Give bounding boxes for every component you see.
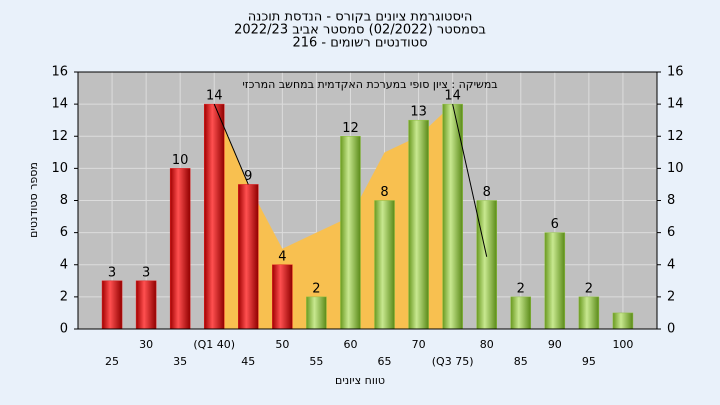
x-tick-label: 90 xyxy=(548,338,562,351)
x-tick-label: (Q1 40) xyxy=(193,338,235,351)
y2-tick-label: 4 xyxy=(667,257,675,272)
value-label: 13 xyxy=(410,105,427,120)
y2-tick-label: 14 xyxy=(667,97,684,112)
value-label: 8 xyxy=(380,185,388,200)
chart-subtitle: בסמסטר (02/2022) סמסטר אביב 2022/23 xyxy=(234,23,486,38)
y2-tick-label: 0 xyxy=(667,322,675,337)
y-tick-label: 2 xyxy=(60,289,68,304)
value-label: 14 xyxy=(206,89,223,104)
value-label: 2 xyxy=(312,281,320,296)
y2-tick-label: 16 xyxy=(667,65,684,80)
bar xyxy=(238,184,259,330)
x-tick-label: 50 xyxy=(275,338,289,351)
y2-tick-label: 2 xyxy=(667,289,675,304)
x-tick-label: 100 xyxy=(612,338,633,351)
x-tick-label: 45 xyxy=(241,355,255,368)
y-axis-label: מספר סטודנטים xyxy=(27,162,40,238)
x-tick-label: 80 xyxy=(480,338,494,351)
chart-title: היסטוגרמת ציונים בקורס - הנדסת תוכנה xyxy=(248,10,473,25)
value-label: 9 xyxy=(244,169,252,184)
x-tick-label: 60 xyxy=(343,338,357,351)
value-label: 6 xyxy=(551,217,559,232)
bar xyxy=(169,168,191,330)
x-tick-label: 25 xyxy=(105,355,119,368)
bar xyxy=(612,312,634,330)
value-label: 10 xyxy=(172,153,189,168)
y2-tick-label: 6 xyxy=(667,225,675,240)
x-axis-label: טווח ציונים xyxy=(335,374,385,387)
bar xyxy=(442,103,463,330)
bar xyxy=(101,280,123,330)
y-tick-label: 14 xyxy=(51,97,68,112)
y-tick-label: 8 xyxy=(60,193,68,208)
x-tick-label: (Q3 75) xyxy=(432,355,474,368)
y-tick-label: 0 xyxy=(60,322,68,337)
bar xyxy=(374,200,395,330)
bar xyxy=(408,119,429,330)
x-tick-label: 70 xyxy=(412,338,426,351)
y-tick-label: 12 xyxy=(51,129,68,144)
bar xyxy=(306,296,327,330)
bar xyxy=(135,280,157,330)
bar xyxy=(578,296,600,330)
y-tick-label: 4 xyxy=(60,257,68,272)
bar xyxy=(272,264,293,330)
annotation: במשיקה : ציון סופי במערכת האקדמית במחשב … xyxy=(242,78,497,91)
value-label: 14 xyxy=(444,89,461,104)
value-label: 4 xyxy=(278,249,286,264)
chart-subtitle: סטודנטים רשומים - 216 xyxy=(292,36,427,51)
value-label: 3 xyxy=(108,265,116,280)
x-tick-label: 95 xyxy=(582,355,596,368)
y-tick-label: 10 xyxy=(51,161,68,176)
plot-frame xyxy=(77,71,658,330)
value-label: 2 xyxy=(517,281,525,296)
x-tick-label: 35 xyxy=(173,355,187,368)
y-tick-label: 16 xyxy=(51,65,68,80)
x-tick-label: 30 xyxy=(139,338,153,351)
bar xyxy=(340,136,361,330)
x-tick-label: 55 xyxy=(309,355,323,368)
bar xyxy=(510,296,532,330)
value-label: 8 xyxy=(483,185,491,200)
line xyxy=(213,103,488,257)
value-label: 12 xyxy=(342,121,359,136)
x-tick-label: 65 xyxy=(378,355,392,368)
bar xyxy=(203,103,225,330)
value-label: 3 xyxy=(142,265,150,280)
value-label: 2 xyxy=(585,281,593,296)
y2-tick-label: 8 xyxy=(667,193,675,208)
bar xyxy=(544,232,566,330)
x-tick-label: 85 xyxy=(514,355,528,368)
y2-tick-label: 10 xyxy=(667,161,684,176)
bar xyxy=(476,200,497,330)
y2-tick-label: 12 xyxy=(667,129,684,144)
y-tick-label: 6 xyxy=(60,225,68,240)
